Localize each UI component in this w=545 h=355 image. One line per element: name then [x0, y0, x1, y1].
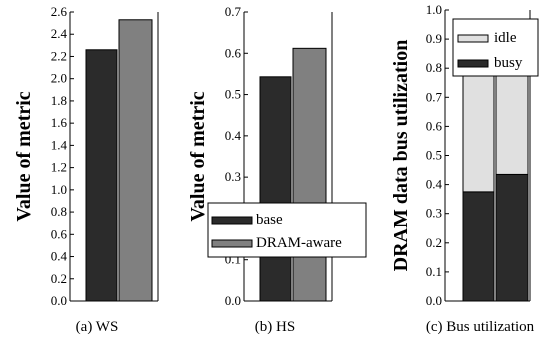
- y-tick-label: 0.9: [426, 31, 442, 46]
- bar-DRAM-aware: [118, 19, 153, 302]
- y-tick-label: 0.4: [426, 177, 443, 192]
- chart-caption: (c) Bus utilization: [426, 319, 535, 335]
- y-tick-label: 0.7: [426, 89, 443, 104]
- y-tick-label: 0.5: [426, 148, 442, 163]
- y-tick-label: 0.3: [225, 169, 241, 184]
- y-tick-label: 1.0: [426, 2, 442, 17]
- legend-box: [207, 202, 367, 258]
- y-tick-label: 0.8: [51, 204, 67, 219]
- y-tick-label: 2.2: [51, 48, 67, 63]
- legend-swatch-idle: [457, 34, 489, 43]
- y-tick-label: 2.6: [51, 4, 68, 19]
- y-tick-label: 1.0: [51, 182, 67, 197]
- legend-swatch-busy: [457, 59, 489, 68]
- bar-busy: [462, 191, 495, 302]
- y-tick-label: 1.8: [51, 93, 67, 108]
- y-tick-label: 0.3: [426, 206, 442, 221]
- y-axis-label: Value of metric: [187, 91, 209, 221]
- legend-swatch-base: [211, 216, 253, 225]
- y-tick-label: 0.5: [225, 87, 241, 102]
- bar-DRAM-aware: [292, 47, 327, 302]
- chart-caption: (b) HS: [255, 319, 295, 335]
- y-tick-label: 0.2: [51, 271, 67, 286]
- legend: idle busy: [452, 18, 539, 77]
- y-tick-label: 0.4: [51, 249, 68, 264]
- y-axis-label: Value of metric: [13, 91, 35, 221]
- y-tick-label: 0.6: [51, 226, 68, 241]
- legend-label-idle: idle: [494, 30, 517, 46]
- y-axis-label: DRAM data bus utilization: [390, 40, 412, 272]
- y-tick-label: 0.6: [426, 118, 443, 133]
- bar-base: [259, 76, 292, 302]
- chart-caption: (a) WS: [76, 319, 119, 335]
- legend-label-busy: busy: [494, 55, 523, 71]
- y-tick-label: 0.0: [225, 293, 241, 308]
- y-tick-label: 0.8: [426, 60, 442, 75]
- y-tick-label: 0.2: [426, 235, 442, 250]
- y-tick-label: 0.0: [426, 293, 442, 308]
- bar-base: [85, 49, 118, 302]
- chart-bus-utilization: 0.0 0.1 0.2 0.3 0.4 0.5 0.6 0.7 0.8 0.9 1.0 DRAM da…: [390, 2, 539, 335]
- y-tick-label: 0.1: [426, 264, 442, 279]
- legend-swatch-DRAM-aware: [211, 239, 253, 248]
- legend: base DRAM-aware: [207, 202, 367, 258]
- y-tick-label: 2.4: [51, 26, 68, 41]
- chart-ws: 0.0 0.2 0.4 0.6 0.8 1.0 1.2 1.4 1.6 1.8 2.0 2.2 2.4 2…: [13, 4, 159, 335]
- y-tick-label: 0.7: [225, 4, 242, 19]
- bar-busy: [495, 173, 529, 302]
- y-tick-label: 1.6: [51, 115, 68, 130]
- y-tick-label: 0.4: [225, 128, 242, 143]
- legend-label-DRAM-aware: DRAM-aware: [256, 235, 342, 251]
- y-tick-label: 1.2: [51, 160, 67, 175]
- y-tick-label: 2.0: [51, 71, 67, 86]
- y-tick-label: 0.0: [51, 293, 67, 308]
- y-tick-label: 1.4: [51, 137, 68, 152]
- y-tick-label: 0.6: [225, 45, 242, 60]
- legend-label-base: base: [256, 212, 283, 228]
